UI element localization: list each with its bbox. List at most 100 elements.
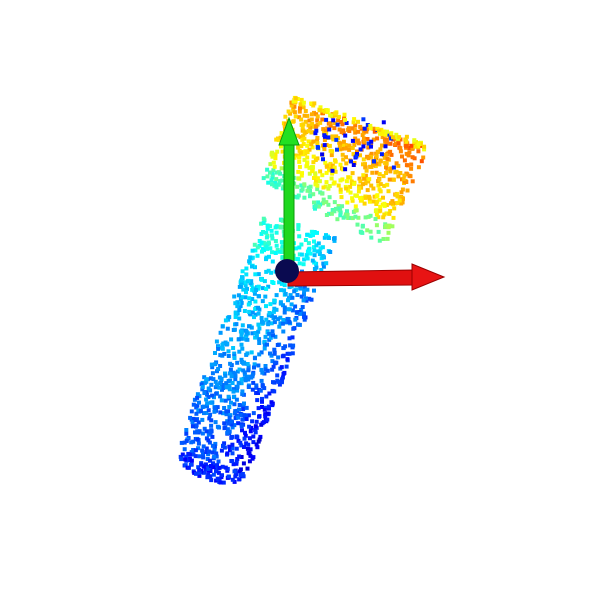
cloud-point xyxy=(348,184,353,189)
cloud-point xyxy=(225,427,230,432)
cloud-point xyxy=(255,445,260,450)
cloud-point xyxy=(238,304,243,308)
cloud-point xyxy=(296,322,301,327)
cloud-point xyxy=(198,409,203,413)
cloud-point xyxy=(307,171,312,176)
cloud-point xyxy=(279,144,283,149)
cloud-point xyxy=(372,194,377,199)
cloud-point xyxy=(324,213,329,217)
cloud-point xyxy=(341,131,346,136)
cloud-point xyxy=(235,304,240,309)
cloud-point xyxy=(374,202,379,206)
cloud-point xyxy=(213,441,218,446)
cloud-point xyxy=(306,123,311,128)
cloud-point xyxy=(289,284,294,289)
cloud-point xyxy=(416,142,421,147)
cloud-point xyxy=(219,398,224,403)
cloud-point xyxy=(279,288,283,293)
cloud-point xyxy=(247,436,252,441)
cloud-point xyxy=(298,102,303,107)
cloud-point xyxy=(280,178,285,183)
cloud-point xyxy=(332,209,337,214)
cloud-point xyxy=(189,409,194,414)
cloud-point xyxy=(265,368,270,373)
cloud-point xyxy=(256,322,261,327)
cloud-point xyxy=(221,411,226,416)
cloud-point xyxy=(312,200,316,205)
cloud-point xyxy=(216,476,221,481)
cloud-point xyxy=(240,392,245,397)
cloud-point xyxy=(227,444,232,449)
cloud-point xyxy=(371,126,376,131)
cloud-point xyxy=(384,152,389,157)
cloud-point xyxy=(398,146,403,151)
cloud-point xyxy=(402,173,407,178)
cloud-point xyxy=(349,159,353,164)
cloud-point xyxy=(264,286,269,291)
cloud-point xyxy=(231,395,236,400)
cloud-point xyxy=(271,380,275,385)
cloud-point xyxy=(276,379,281,384)
cloud-point xyxy=(229,419,234,424)
cloud-point xyxy=(200,431,205,436)
cloud-point xyxy=(216,346,221,351)
cloud-point xyxy=(218,394,223,399)
cloud-point xyxy=(218,330,223,335)
cloud-point xyxy=(246,376,251,381)
cloud-point xyxy=(346,216,351,220)
cloud-point xyxy=(243,283,248,288)
cloud-point xyxy=(371,137,376,142)
cloud-point xyxy=(296,227,301,231)
cloud-point xyxy=(202,391,207,395)
cloud-point xyxy=(231,389,236,394)
cloud-point xyxy=(202,426,207,431)
cloud-point xyxy=(324,180,329,185)
cloud-point xyxy=(199,462,204,467)
cloud-point xyxy=(313,171,318,176)
cloud-point xyxy=(237,308,242,312)
cloud-point xyxy=(254,383,259,388)
cloud-point xyxy=(366,156,371,161)
cloud-point xyxy=(344,161,349,166)
cloud-point xyxy=(327,143,332,148)
cloud-point xyxy=(305,249,310,254)
cloud-point xyxy=(323,160,328,165)
cloud-point xyxy=(371,199,376,204)
cloud-point xyxy=(253,428,258,432)
cloud-point xyxy=(215,463,219,468)
cloud-point xyxy=(247,424,252,429)
cloud-point xyxy=(222,421,227,426)
cloud-point xyxy=(256,284,261,289)
cloud-point xyxy=(274,177,279,182)
cloud-point xyxy=(329,176,334,181)
cloud-point xyxy=(329,211,334,216)
cloud-point xyxy=(239,424,244,429)
origin-marker xyxy=(275,259,299,283)
cloud-point xyxy=(279,365,284,370)
cloud-point xyxy=(269,321,274,326)
cloud-point xyxy=(381,195,385,200)
cloud-point xyxy=(301,262,306,267)
cloud-point xyxy=(401,176,406,181)
cloud-point xyxy=(312,176,316,180)
cloud-point xyxy=(400,187,405,192)
cloud-point xyxy=(357,176,362,181)
cloud-point xyxy=(266,268,271,273)
cloud-point xyxy=(388,149,393,154)
cloud-point xyxy=(279,380,284,385)
cloud-point xyxy=(355,138,360,143)
cloud-point xyxy=(235,388,240,393)
cloud-point xyxy=(268,162,273,167)
cloud-point xyxy=(260,384,265,389)
cloud-point xyxy=(322,109,327,114)
cloud-point xyxy=(229,374,234,379)
cloud-point xyxy=(387,177,392,182)
cloud-point xyxy=(362,126,367,131)
cloud-point xyxy=(226,394,231,399)
cloud-point xyxy=(340,142,345,147)
cloud-point xyxy=(240,389,245,394)
cloud-point xyxy=(404,163,409,168)
cloud-point xyxy=(396,174,401,179)
cloud-point xyxy=(302,136,307,141)
